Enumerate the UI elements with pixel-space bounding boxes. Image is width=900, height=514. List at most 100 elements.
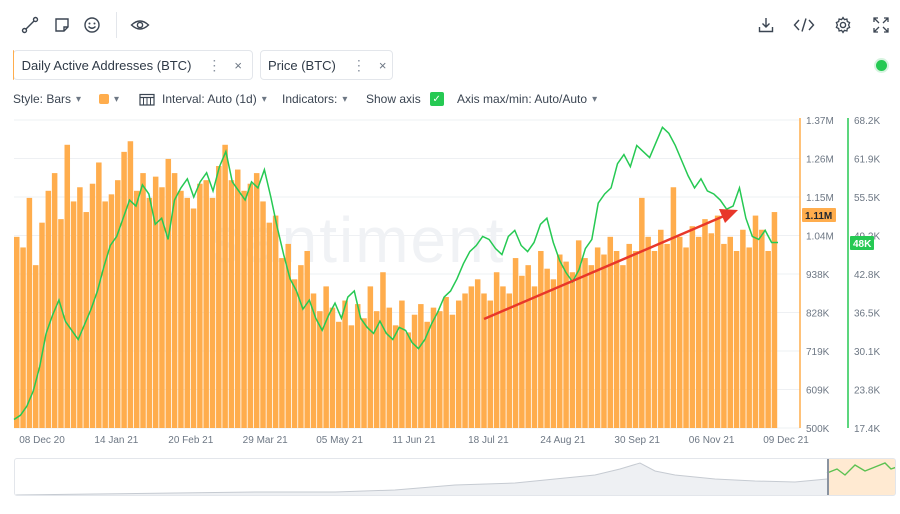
- axis-minmax-dropdown[interactable]: Axis max/min: Auto/Auto ▾: [457, 88, 597, 110]
- indicators-dropdown[interactable]: Indicators: ▾: [282, 88, 347, 110]
- address-bar: [437, 311, 443, 428]
- line-tool-icon[interactable]: [18, 13, 42, 37]
- address-bar: [336, 321, 342, 428]
- address-bar: [487, 300, 494, 428]
- address-bar: [298, 265, 304, 428]
- address-bar: [392, 325, 399, 428]
- chevron-down-icon: ▾: [592, 93, 598, 105]
- address-bar: [178, 190, 184, 428]
- interval-label: Interval: Auto (1d): [162, 92, 257, 106]
- address-bar: [727, 236, 733, 428]
- address-bar: [20, 247, 26, 428]
- address-bar: [361, 318, 367, 428]
- emoji-icon[interactable]: [80, 13, 104, 37]
- address-bar: [108, 194, 115, 428]
- address-bar: [159, 187, 165, 428]
- eye-icon[interactable]: [128, 13, 152, 37]
- address-axis-tick: 1.15M: [806, 193, 834, 204]
- chevron-down-icon: ▾: [342, 93, 348, 105]
- address-bar: [323, 286, 329, 428]
- settings-gear-icon[interactable]: [831, 13, 855, 37]
- remove-metric-icon[interactable]: ×: [378, 57, 387, 73]
- address-bar: [569, 272, 576, 428]
- range-navigator[interactable]: [14, 458, 896, 496]
- style-label: Style: Bars: [13, 92, 72, 106]
- address-bar: [253, 173, 260, 428]
- trend-arrow-head: [719, 209, 738, 223]
- address-bar: [70, 201, 77, 428]
- address-axis-tick: 719K: [806, 347, 830, 358]
- price-axis-tick: 23.8K: [854, 386, 880, 397]
- address-bar: [14, 236, 20, 428]
- embed-code-icon[interactable]: [792, 13, 816, 37]
- address-axis: 1.37M 1.26M 1.15M 1.04M 938K 828K 719K 609K 500K: [806, 116, 834, 435]
- address-axis-tick: 609K: [806, 386, 830, 397]
- checkbox-checked-icon[interactable]: ✓: [429, 92, 444, 106]
- navigator-overview: [15, 462, 895, 495]
- show-axis-toggle[interactable]: Show axis ✓: [366, 88, 444, 110]
- price-axis-tick: 55.5K: [854, 193, 880, 204]
- address-bar: [222, 144, 228, 428]
- date-axis-tick: 11 Jun 21: [392, 435, 436, 446]
- note-icon[interactable]: [50, 13, 74, 37]
- address-bar: [140, 173, 146, 428]
- address-bar: [367, 286, 374, 428]
- chart-toolbar: [0, 0, 900, 50]
- address-bar: [310, 293, 317, 428]
- address-bar: [209, 197, 216, 428]
- address-bar: [146, 197, 153, 428]
- address-bar: [519, 275, 525, 428]
- fullscreen-icon[interactable]: [869, 13, 893, 37]
- trend-arrow: [483, 209, 738, 321]
- current-address-badge: 1.11M: [802, 208, 836, 222]
- address-axis-tick: 1.04M: [806, 232, 834, 243]
- chevron-down-icon: ▾: [76, 93, 82, 105]
- address-bar: [291, 279, 298, 428]
- address-bar: [493, 272, 500, 428]
- address-bar: [752, 215, 759, 428]
- address-bar: [689, 226, 696, 428]
- color-picker[interactable]: ▾: [99, 88, 119, 110]
- address-bar: [45, 190, 52, 428]
- address-bar: [550, 279, 557, 428]
- navigator-selection-window[interactable]: [827, 459, 895, 495]
- address-bar: [601, 254, 607, 428]
- address-bar: [216, 166, 222, 428]
- address-bar: [765, 250, 771, 428]
- address-bar: [563, 261, 569, 428]
- address-bar: [557, 254, 563, 428]
- address-bar: [771, 212, 778, 428]
- toolbar-divider: [116, 12, 117, 38]
- address-bar: [695, 236, 702, 428]
- address-bar: [474, 279, 481, 428]
- address-bar: [115, 180, 121, 428]
- address-bar: [127, 141, 134, 429]
- metric-chip-daily-active-addresses[interactable]: Daily Active Addresses (BTC) ⋮ ×: [13, 50, 253, 80]
- main-chart[interactable]: santiment 1.37M1.26M1.15M1.04M938K828K71…: [0, 112, 900, 452]
- address-bar: [462, 293, 468, 428]
- metric-menu-icon[interactable]: ⋮: [207, 56, 221, 73]
- address-bar: [531, 286, 538, 428]
- download-icon[interactable]: [754, 13, 778, 37]
- address-bar: [348, 325, 355, 428]
- address-bar: [664, 243, 670, 428]
- address-bar: [575, 240, 582, 428]
- remove-metric-icon[interactable]: ×: [234, 57, 242, 73]
- address-bar: [544, 268, 550, 428]
- address-bar: [329, 307, 336, 428]
- interval-dropdown[interactable]: Interval: Auto (1d) ▾: [139, 88, 267, 110]
- style-dropdown[interactable]: Style: Bars ▾: [13, 88, 81, 110]
- metric-menu-icon[interactable]: ⋮: [351, 56, 366, 73]
- address-bar: [708, 233, 715, 428]
- calendar-icon: [139, 93, 155, 106]
- address-bar: [58, 219, 64, 428]
- price-axis-tick: 17.4K: [854, 424, 880, 435]
- metric-chip-price[interactable]: Price (BTC) ⋮ ×: [260, 50, 393, 80]
- address-bar: [228, 180, 235, 428]
- address-bar: [651, 250, 658, 428]
- address-bar: [121, 151, 127, 429]
- address-bar: [77, 187, 83, 428]
- price-axis: 68.2K61.9K55.5K49.2K42.8K36.5K30.1K23.8K…: [854, 116, 880, 435]
- address-bar: [380, 272, 386, 428]
- address-bar: [759, 229, 765, 428]
